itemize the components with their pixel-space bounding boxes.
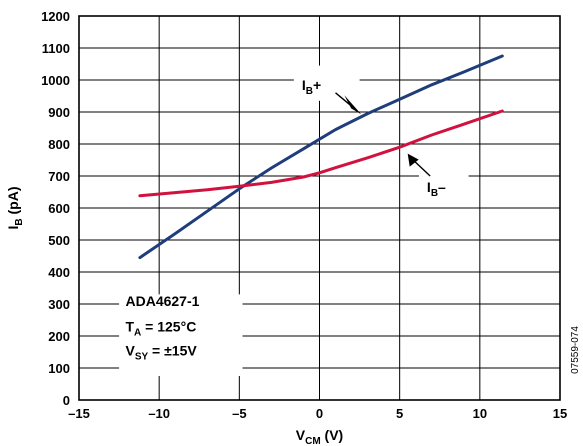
y-tick-label: 1200 xyxy=(41,9,70,24)
y-tick-label: 400 xyxy=(48,265,70,280)
y-tick-label: 500 xyxy=(48,233,70,248)
y-tick-label: 200 xyxy=(48,329,70,344)
y-tick-label: 300 xyxy=(48,297,70,312)
x-tick-label: 5 xyxy=(396,406,403,421)
x-tick-label: 0 xyxy=(316,406,323,421)
y-axis-label: IB (pA) xyxy=(5,186,25,229)
x-tick-label: 15 xyxy=(553,406,567,421)
y-tick-label: 700 xyxy=(48,169,70,184)
x-tick-label: 10 xyxy=(473,406,487,421)
figure-id: 07559-074 xyxy=(570,326,581,374)
x-tick-labels: –15 –10 –5 0 5 10 15 xyxy=(68,406,567,421)
x-axis-label: VCM (V) xyxy=(296,427,343,446)
annotation-device: ADA4627-1 xyxy=(125,293,199,309)
arrowhead-ib-minus xyxy=(408,154,419,167)
y-tick-label: 100 xyxy=(48,361,70,376)
x-tick-label: –5 xyxy=(232,406,246,421)
y-tick-label: 600 xyxy=(48,201,70,216)
x-tick-label: –15 xyxy=(68,406,90,421)
y-tick-label: 900 xyxy=(48,105,70,120)
y-tick-labels: 0 100 200 300 400 500 600 700 800 900 1000 1100 1200 xyxy=(41,9,70,408)
x-tick-label: –10 xyxy=(148,406,170,421)
y-tick-label: 1100 xyxy=(42,41,70,56)
y-tick-label: 0 xyxy=(63,393,70,408)
y-tick-label: 1000 xyxy=(41,73,70,88)
y-tick-label: 800 xyxy=(48,137,70,152)
